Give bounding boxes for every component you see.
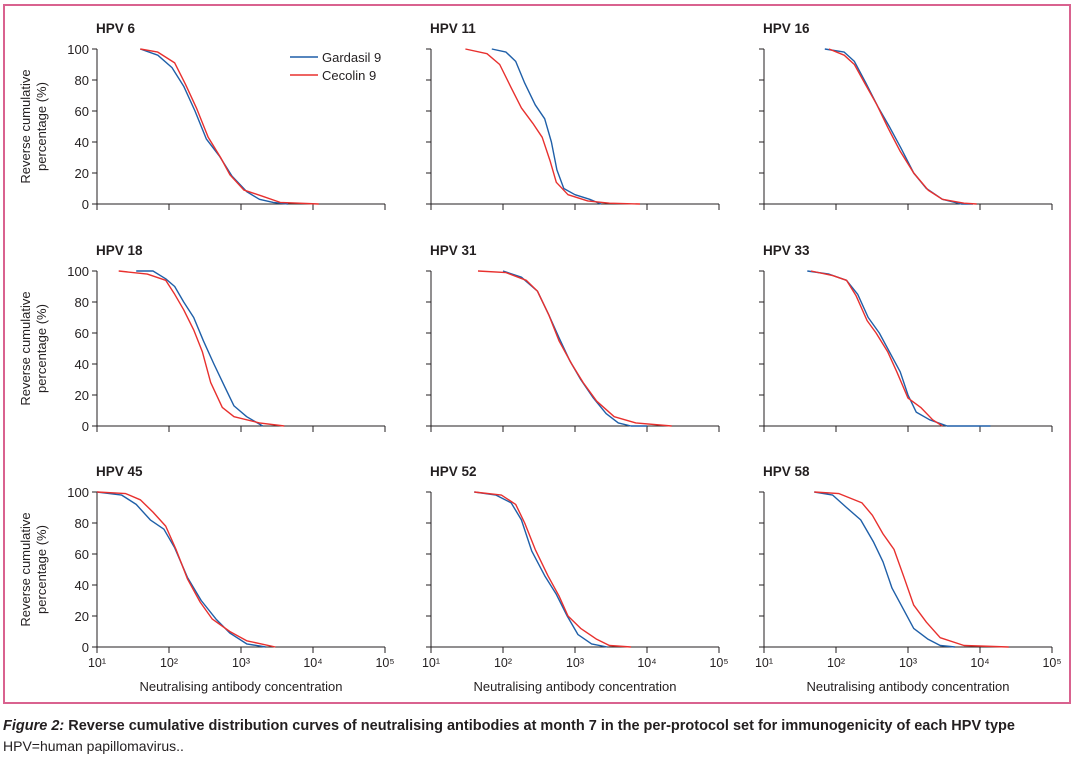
x-axis-label: Neutralising antibody concentration	[806, 679, 1009, 694]
x-tick-label: 10¹	[88, 656, 106, 670]
series-line-cecolin-9	[814, 491, 1009, 648]
x-tick-label: 10¹	[755, 656, 773, 670]
y-axis-label: percentage (%)	[34, 82, 49, 171]
series-line-gardasil-9	[502, 270, 647, 427]
x-tick-label: 10²	[827, 656, 845, 670]
figure-footnote: HPV=human papillomavirus..	[3, 738, 184, 754]
y-tick-label: 60	[75, 326, 89, 341]
panel-hpv-6: HPV 6 0 20 40 60 80 100 Reverse cumulative perce…	[18, 21, 386, 212]
y-tick-label: 40	[75, 578, 89, 593]
series-line-gardasil-9	[824, 48, 973, 205]
series-line-cecolin-9	[828, 48, 977, 205]
y-tick-label: 80	[75, 73, 89, 88]
panel-hpv-31: HPV 31	[426, 243, 720, 432]
figure-frame	[3, 4, 1071, 704]
panel-title: HPV 6	[96, 21, 136, 36]
panel-hpv-33: HPV 33	[759, 243, 1053, 432]
y-axis-label: Reverse cumulative	[18, 69, 33, 183]
y-tick-label: 20	[75, 388, 89, 403]
series-line-gardasil-9	[140, 48, 289, 205]
y-tick-label: 100	[67, 42, 89, 57]
y-axis-label: percentage (%)	[34, 525, 49, 614]
y-tick-label: 80	[75, 295, 89, 310]
y-axis-label: Reverse cumulative	[18, 512, 33, 626]
series-line-cecolin-9	[474, 491, 632, 648]
series-line-cecolin-9	[140, 48, 319, 205]
panel-title: HPV 58	[763, 464, 810, 479]
y-axis-label: percentage (%)	[34, 304, 49, 393]
y-tick-label: 100	[67, 485, 89, 500]
panel-title: HPV 16	[763, 21, 810, 36]
x-tick-label: 10⁴	[637, 656, 656, 670]
y-tick-label: 40	[75, 135, 89, 150]
x-tick-label: 10⁴	[970, 656, 989, 670]
x-tick-label: 10²	[160, 656, 178, 670]
series-line-gardasil-9	[814, 491, 956, 648]
y-tick-label: 0	[82, 197, 89, 212]
panel-title: HPV 31	[430, 243, 477, 258]
series-line-cecolin-9	[810, 270, 943, 427]
y-tick-label: 40	[75, 357, 89, 372]
caption-title-line: Figure 2: Reverse cumulative distributio…	[3, 716, 1073, 736]
x-tick-label: 10⁴	[303, 656, 322, 670]
panel-hpv-58: HPV 58 10¹ 10² 10³ 10⁴ 10⁵ Neutralising antibo…	[755, 464, 1062, 694]
panel-hpv-11: HPV 11	[426, 21, 720, 210]
x-tick-label: 10³	[899, 656, 917, 670]
y-tick-label: 80	[75, 516, 89, 531]
x-axis-label: Neutralising antibody concentration	[139, 679, 342, 694]
x-tick-label: 10⁵	[709, 656, 728, 670]
series-line-cecolin-9	[96, 491, 276, 648]
x-tick-label: 10²	[494, 656, 512, 670]
y-tick-label: 20	[75, 609, 89, 624]
series-line-gardasil-9	[136, 270, 264, 427]
figure-caption: Figure 2: Reverse cumulative distributio…	[3, 716, 1073, 756]
y-tick-label: 60	[75, 104, 89, 119]
series-line-gardasil-9	[96, 491, 266, 648]
panel-title: HPV 33	[763, 243, 810, 258]
panel-title: HPV 45	[96, 464, 143, 479]
x-tick-label: 10³	[566, 656, 584, 670]
y-tick-label: 20	[75, 166, 89, 181]
y-tick-label: 0	[82, 419, 89, 434]
series-line-cecolin-9	[118, 270, 285, 427]
y-tick-label: 100	[67, 264, 89, 279]
panel-hpv-52: HPV 52 10¹ 10² 10³ 10⁴ 10⁵ Neutralising antibo…	[422, 464, 729, 694]
panel-title: HPV 52	[430, 464, 477, 479]
series-line-gardasil-9	[807, 270, 991, 427]
series-line-cecolin-9	[465, 48, 641, 205]
x-axis-label: Neutralising antibody concentration	[473, 679, 676, 694]
legend-label: Cecolin 9	[322, 68, 376, 83]
panel-hpv-16: HPV 16	[759, 21, 1053, 210]
panel-title: HPV 11	[430, 21, 476, 36]
y-tick-label: 60	[75, 547, 89, 562]
figure-title: Reverse cumulative distribution curves o…	[64, 718, 1015, 734]
y-tick-label: 0	[82, 640, 89, 655]
figure-number: Figure 2:	[3, 718, 65, 734]
series-line-gardasil-9	[491, 48, 602, 205]
panel-hpv-45: HPV 45 0 20 40 60 80 100 10¹ 10² 10³ 10⁴ 10⁵ Neutral…	[18, 464, 395, 694]
y-axis-label: Reverse cumulative	[18, 291, 33, 405]
x-tick-label: 10³	[232, 656, 250, 670]
x-tick-label: 10⁵	[1042, 656, 1061, 670]
x-tick-label: 10⁵	[375, 656, 394, 670]
panel-hpv-18: HPV 18 0 20 40 60 80 100 Reverse cumulative perc…	[18, 243, 386, 434]
legend-label: Gardasil 9	[322, 50, 381, 65]
panel-title: HPV 18	[96, 243, 143, 258]
x-tick-label: 10¹	[422, 656, 440, 670]
series-line-gardasil-9	[474, 491, 608, 648]
series-line-cecolin-9	[477, 270, 672, 427]
